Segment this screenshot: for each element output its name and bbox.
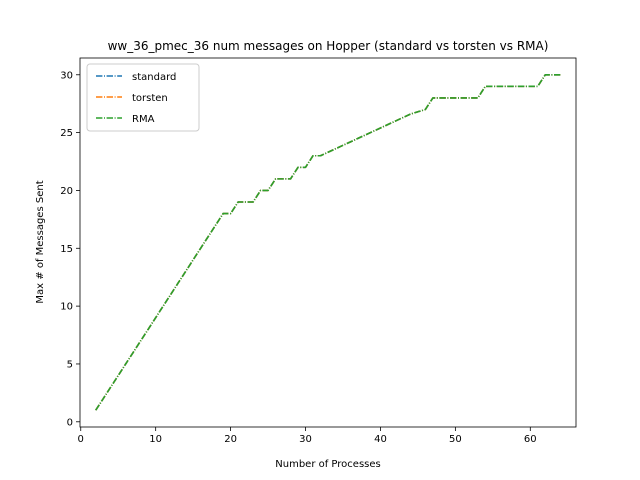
series-line-rma (95, 73, 561, 411)
x-tick-label: 50 (449, 434, 462, 445)
legend-label-rma: RMA (132, 114, 155, 125)
x-tick-label: 0 (78, 434, 84, 445)
x-tick-label: 40 (374, 434, 387, 445)
y-tick-label: 5 (67, 359, 73, 370)
x-axis-ticks: 0 10 20 30 40 50 60 (78, 427, 537, 445)
legend-label-standard: standard (132, 72, 176, 83)
legend: standard torsten RMA (86, 63, 200, 132)
y-tick-label: 25 (60, 128, 73, 139)
y-tick-label: 30 (60, 70, 73, 81)
y-axis-ticks: 0 5 10 15 20 25 30 (60, 70, 80, 428)
x-axis-label: Number of Processes (275, 459, 380, 470)
x-tick-label: 20 (224, 434, 237, 445)
x-tick-label: 10 (149, 434, 162, 445)
x-tick-label: 30 (299, 434, 312, 445)
x-tick-label: 60 (524, 434, 537, 445)
legend-label-torsten: torsten (132, 93, 168, 104)
y-tick-label: 0 (67, 417, 73, 428)
chart-title: ww_36_pmec_36 num messages on Hopper (st… (108, 39, 549, 53)
series-layer (95, 73, 561, 411)
axes-frame (79, 57, 577, 428)
y-tick-label: 15 (60, 244, 73, 255)
y-tick-label: 10 (60, 302, 73, 313)
y-axis-label: Max # of Messages Sent (35, 180, 46, 303)
y-tick-label: 20 (60, 186, 73, 197)
legend-box (86, 63, 200, 132)
